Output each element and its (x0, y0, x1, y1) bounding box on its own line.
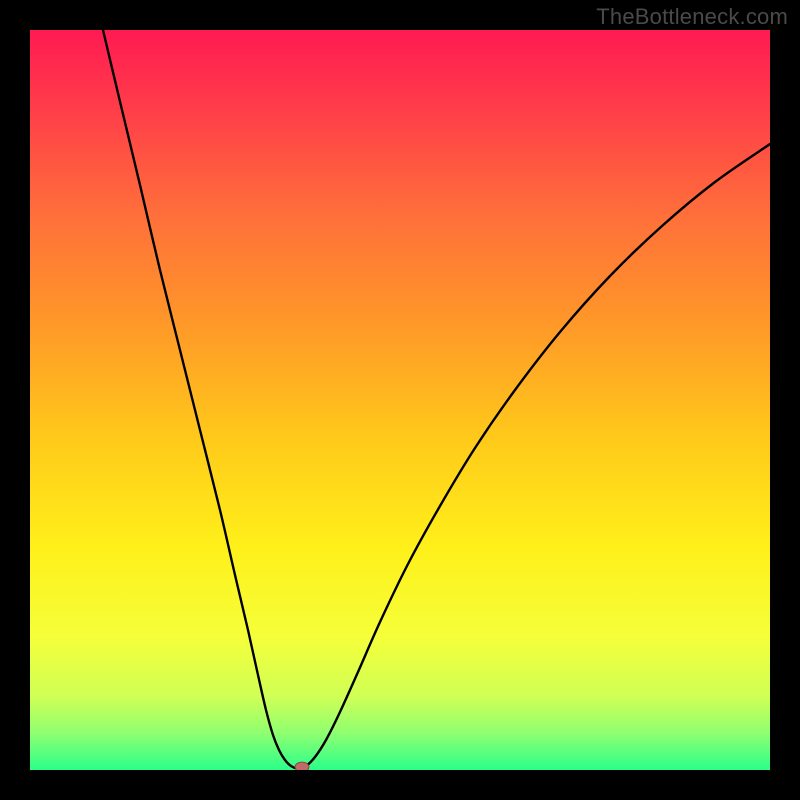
plot-background (30, 30, 770, 770)
bottleneck-chart (30, 30, 770, 770)
minimum-marker (295, 762, 309, 770)
watermark-text: TheBottleneck.com (596, 4, 788, 30)
chart-frame: TheBottleneck.com (0, 0, 800, 800)
